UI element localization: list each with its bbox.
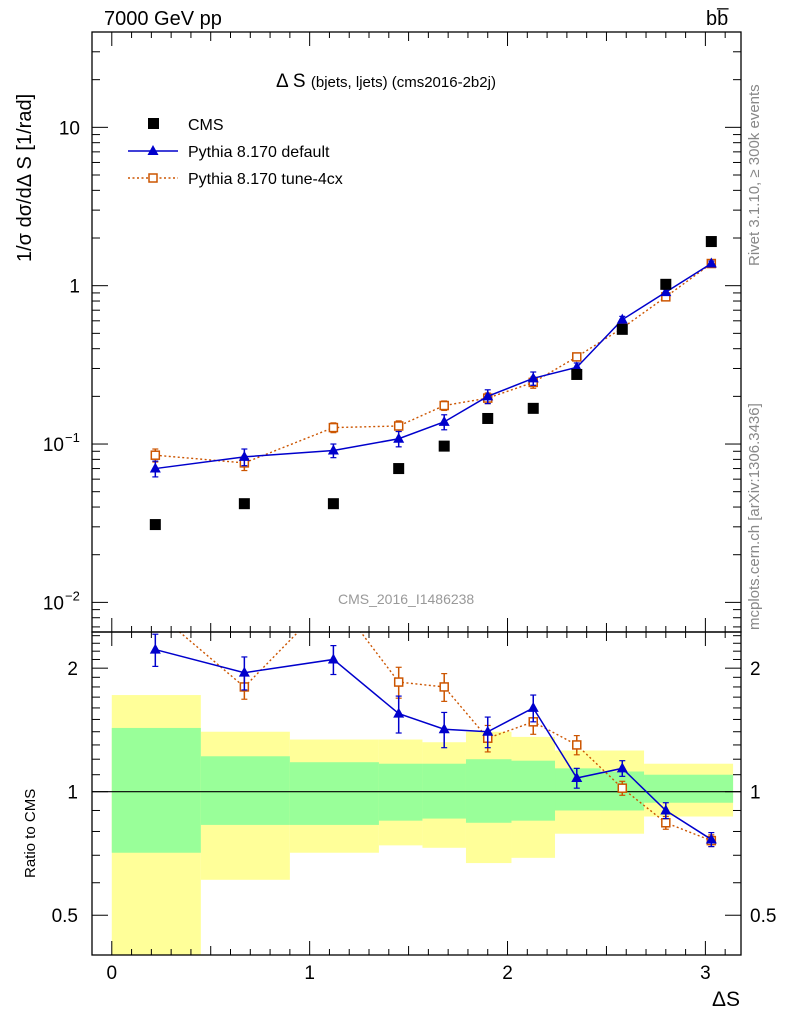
main-default-point — [527, 372, 539, 383]
ratio-tune-4cx-point — [151, 607, 159, 615]
main-y-tick-label: 10 — [43, 435, 64, 456]
main-default-point — [616, 313, 628, 324]
cms-data-point — [482, 412, 494, 424]
analysis-watermark: CMS_2016_I1486238 — [338, 591, 475, 607]
process-label: bb̅ — [706, 8, 729, 30]
main-default-point — [482, 390, 494, 401]
main-default-point — [660, 286, 672, 297]
main-title-variable: Δ S — [276, 71, 311, 92]
ratio-default-point — [482, 725, 494, 736]
ratio-default-point — [327, 653, 339, 664]
x-axis-label: ΔS — [712, 988, 741, 1011]
main-y-tick-label: 10 — [59, 118, 80, 139]
uncertainty-band-inner — [511, 760, 556, 821]
ratio-tune-4cx-point — [572, 740, 582, 750]
ratio-default-point — [438, 723, 450, 734]
cms-data-point — [149, 519, 161, 531]
main-tune-4cx-point — [572, 352, 582, 362]
cms-data-point — [438, 440, 450, 452]
ratio-y-tick-label-right: 2 — [750, 659, 761, 680]
legend-cms-marker — [148, 118, 159, 129]
main-default-line — [155, 262, 712, 470]
ratio-default-point — [705, 833, 717, 844]
ratio-tune-4cx-point — [329, 592, 337, 600]
ratio-default-point — [616, 762, 628, 773]
main-default-point — [149, 462, 161, 473]
main-default-point — [438, 415, 450, 426]
ratio-y-tick-label-right: 0.5 — [750, 906, 776, 927]
ratio-default-point — [149, 643, 161, 654]
x-tick-label: 0 — [106, 963, 117, 984]
ratio-tune-4cx-point — [439, 682, 449, 692]
energy-label: 7000 GeV pp — [104, 8, 222, 30]
legend-label: Pythia 8.170 tune-4cx — [188, 171, 343, 188]
uncertainty-band-inner — [200, 756, 290, 825]
main-y-tick-label: 10 — [43, 593, 64, 614]
main-tune-4cx-point — [439, 400, 449, 411]
ratio-default-point — [393, 707, 405, 718]
uncertainty-band-inner — [289, 762, 379, 825]
main-tune-4cx-point — [393, 421, 404, 431]
ratio-default-point — [238, 666, 250, 677]
main-y-tick-label-exponent: −1 — [65, 430, 80, 445]
main-title-subtitle: (bjets, ljets) (cms2016-2b2j) — [311, 74, 496, 91]
cms-data-point — [238, 498, 250, 510]
uncertainty-band-inner — [111, 727, 201, 853]
main-default-point — [705, 257, 717, 268]
x-tick-label: 3 — [700, 963, 711, 984]
main-default-point — [327, 444, 339, 455]
uncertainty-band-inner — [465, 759, 512, 823]
main-tune-4cx-point — [328, 422, 339, 433]
main-y-tick-label: 1 — [69, 277, 80, 298]
legend-default-marker — [147, 145, 159, 155]
ratio-y-tick-label: 1 — [67, 783, 78, 804]
x-tick-label: 2 — [502, 963, 513, 984]
ratio-y-tick-label: 0.5 — [52, 906, 78, 927]
ratio-default-point — [527, 701, 539, 712]
uncertainty-band-inner — [644, 774, 734, 803]
ratio-y-tick-label: 2 — [67, 659, 78, 680]
ratio-default-point — [571, 771, 583, 782]
ratio-y-tick-label-right: 1 — [750, 783, 761, 804]
cms-data-point — [393, 463, 405, 475]
rivet-version-label: Rivet 3.1.10, ≥ 300k events — [746, 84, 763, 266]
main-plot-area — [149, 236, 717, 531]
cms-data-point — [527, 402, 539, 414]
mcplots-reference-label: mcplots.cern.ch [arXiv:1306.3436] — [746, 403, 763, 630]
cms-data-point — [705, 236, 717, 248]
main-y-tick-label-exponent: −2 — [65, 588, 80, 603]
ratio-tune-4cx-point — [661, 818, 671, 828]
ratio-plot-area — [92, 592, 741, 955]
main-y-axis-label: 1/σ dσ/dΔ S [1/rad] — [14, 93, 36, 262]
cms-data-point — [616, 323, 628, 335]
ratio-tune-4cx-point — [393, 677, 404, 687]
legend-tune-marker — [148, 173, 158, 183]
main-tune-4cx-line — [155, 262, 712, 464]
legend-label: Pythia 8.170 default — [188, 144, 330, 161]
main-default-point — [393, 432, 405, 443]
main-title: Δ S (bjets, ljets) (cms2016-2b2j) — [276, 71, 496, 92]
ratio-default-point — [660, 804, 672, 815]
ratio-tune-4cx-point — [617, 783, 628, 793]
cms-data-point — [327, 498, 339, 510]
cms-data-point — [571, 368, 583, 380]
ratio-y-axis-label: Ratio to CMS — [22, 788, 39, 878]
x-tick-label: 1 — [304, 963, 315, 984]
cms-data-point — [660, 278, 672, 290]
main-default-point — [238, 450, 250, 461]
ratio-frame — [91, 631, 742, 956]
main-default-point — [571, 361, 583, 372]
main-tune-4cx-point — [150, 450, 161, 460]
legend-label: CMS — [188, 117, 224, 134]
